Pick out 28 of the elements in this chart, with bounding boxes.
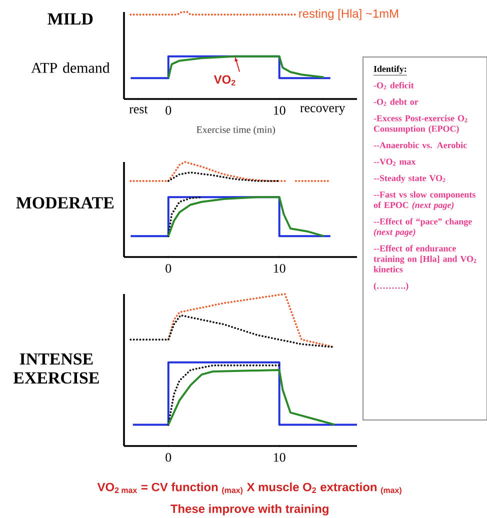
text: (……….) <box>374 282 408 291</box>
x-tick-label: 10 <box>274 264 286 273</box>
series-label: resting [Hla] ~1mM <box>299 9 398 20</box>
x-tick-label: 0 <box>166 453 172 462</box>
text: --Effect of “pace” change (next page) <box>374 218 472 237</box>
text: -O$_{2}$ deficit <box>374 82 414 90</box>
x-tick-label: recovery <box>300 106 346 115</box>
x-tick-label: 0 <box>166 106 172 115</box>
text: Identify: <box>374 66 406 74</box>
annotation: VO$_{2}$ <box>214 75 236 86</box>
text: --VO$_{2}$ max <box>374 158 416 166</box>
x-tick-label: 0 <box>166 264 172 273</box>
text: -Excess Post-exercise O$_{2}$ Consumption (EPOC) <box>374 114 468 134</box>
x-tick-label: 10 <box>274 453 286 462</box>
text: --Effect of endurance training on [Hla] and VO$_{2}$ kinetics <box>374 245 476 272</box>
x-tick-label: 10 <box>274 106 286 115</box>
text: INTENSE EXERCISE <box>13 353 99 384</box>
x-tick-label: rest <box>129 106 148 114</box>
text: --Steady state VO$_{2}$ <box>374 174 446 183</box>
text: --Anaerobic vs. Aerobic <box>374 142 467 148</box>
text: -O$_{2}$ debt or <box>374 98 418 106</box>
text: These improve with training <box>170 504 328 516</box>
x-axis-title: Exercise time (min) <box>196 126 275 136</box>
text: VO$_{2 max}$ = CV function $_{(max)}$ X muscle O$_{2}$ extraction $_{(max)}$ <box>97 482 402 495</box>
text: MODERATE <box>16 197 114 209</box>
chart-title: MILD <box>48 13 93 25</box>
text: --Fast vs slow components of EPOC (next page) <box>374 191 476 210</box>
y-axis-title: ATP demand <box>31 62 110 73</box>
